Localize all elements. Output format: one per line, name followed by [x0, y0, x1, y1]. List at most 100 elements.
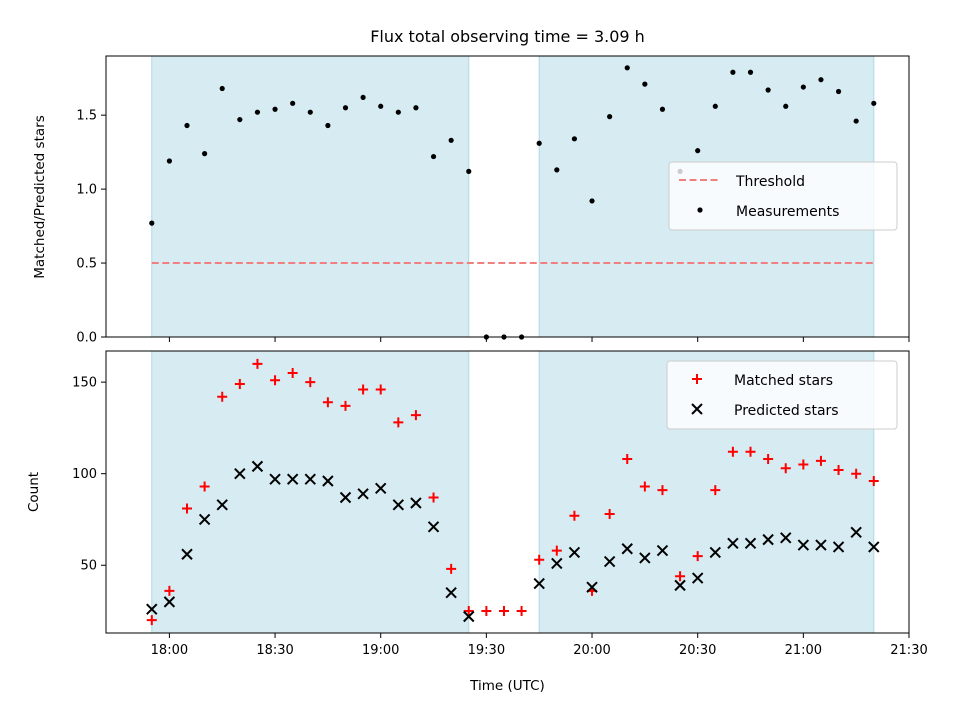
predicted-stars-point — [762, 533, 774, 546]
measurement-point — [871, 100, 877, 106]
x-axis-label: Time (UTC) — [469, 678, 545, 694]
measurement-point — [254, 109, 261, 115]
matched-stars-point — [270, 375, 281, 386]
measurement-point — [430, 153, 437, 160]
measurement-point — [642, 81, 648, 87]
matched-stars-point — [534, 554, 545, 565]
measurement-point — [184, 122, 190, 129]
x-tick-label: 18:00 — [151, 643, 188, 658]
matched-stars-point — [516, 606, 527, 617]
matched-stars-point — [199, 481, 210, 492]
matched-stars-point — [393, 417, 404, 428]
axes-frame — [105, 350, 910, 634]
legend-box — [668, 161, 898, 231]
measurement-point — [571, 136, 578, 142]
matched-stars-point — [551, 545, 562, 556]
matched-stars-point — [622, 454, 633, 465]
measurement-point — [730, 69, 736, 75]
x-tick-label: 18:30 — [256, 643, 293, 658]
matched-stars-point — [851, 468, 862, 479]
bottom-y-axis-label: Count — [26, 472, 42, 512]
x-tick-label: 19:30 — [468, 643, 505, 658]
x-tick-label: 21:30 — [890, 643, 927, 658]
matched-stars-point — [798, 459, 809, 470]
predicted-stars-point — [181, 548, 193, 560]
y-tick-label: 0.5 — [76, 257, 97, 272]
matched-stars-point — [868, 476, 879, 487]
matched-stars-point — [692, 551, 703, 562]
predicted-stars-point — [744, 537, 757, 549]
predicted-stars-point — [410, 497, 422, 509]
observing-interval — [151, 350, 470, 634]
y-tick-label: 0.0 — [76, 331, 97, 346]
matched-stars-point — [481, 606, 492, 617]
matched-stars-point — [569, 510, 580, 521]
matched-stars-point — [164, 585, 175, 596]
predicted-stars-point — [797, 539, 810, 551]
matched-stars-point — [498, 606, 509, 617]
measurement-point — [783, 103, 789, 109]
measurement-point — [589, 198, 595, 204]
matched-stars-point — [780, 463, 791, 474]
predicted-stars-point — [445, 587, 457, 599]
measurement-point — [360, 94, 366, 101]
matched-stars-point — [710, 485, 721, 496]
measurement-point — [325, 122, 331, 129]
predicted-stars-point — [727, 537, 739, 549]
predicted-stars-point — [339, 491, 352, 504]
y-tick-label: 150 — [72, 376, 97, 391]
measurement-point — [818, 77, 824, 83]
matched-stars-point — [815, 455, 826, 466]
matched-stars-point — [375, 384, 386, 395]
predicted-stars-point — [392, 499, 405, 511]
legend-label: Measurements — [736, 204, 839, 220]
predicted-stars-point — [427, 521, 440, 533]
predicted-stars-point — [850, 526, 862, 538]
legend-box — [666, 360, 898, 430]
predicted-stars-point — [709, 546, 722, 559]
predicted-stars-point — [868, 541, 880, 553]
predicted-stars-point — [375, 482, 387, 495]
x-tick-label: 20:00 — [573, 643, 610, 658]
measurement-point — [747, 69, 754, 75]
measurement-point — [272, 106, 278, 112]
predicted-stars-point — [832, 541, 845, 553]
matched-stars-point — [146, 615, 157, 626]
x-tick-label: 19:00 — [362, 643, 399, 658]
matched-stars-point — [305, 377, 316, 388]
matched-stars-point — [727, 446, 738, 457]
predicted-stars-point — [163, 596, 176, 608]
legend-predicted-swatch — [691, 403, 703, 415]
predicted-stars-point — [533, 577, 545, 590]
measurement-point — [202, 151, 208, 157]
matched-stars-point — [410, 410, 421, 421]
matched-stars-point — [675, 571, 686, 582]
predicted-stars-point — [656, 544, 669, 557]
predicted-stars-point — [251, 460, 264, 473]
matched-stars-point — [639, 481, 650, 492]
predicted-stars-point — [780, 532, 792, 544]
measurement-point — [395, 109, 401, 115]
predicted-stars-point — [286, 473, 299, 485]
matched-stars-point — [252, 358, 263, 369]
measurement-point — [466, 168, 472, 174]
measurement-point — [712, 103, 718, 109]
measurement-point — [342, 105, 349, 111]
predicted-stars-point — [357, 488, 369, 500]
observing-interval — [151, 55, 470, 338]
y-tick-label: 1.5 — [76, 109, 97, 124]
measurement-point — [448, 137, 454, 143]
legend-label: Threshold — [735, 174, 805, 190]
matched-stars-point — [446, 563, 457, 574]
predicted-stars-point — [603, 555, 616, 568]
matched-stars-point — [763, 454, 774, 465]
predicted-stars-point — [269, 473, 281, 485]
matched-stars-point — [833, 465, 844, 476]
measurement-point — [765, 87, 771, 93]
predicted-stars-point — [674, 579, 686, 592]
matched-stars-point — [463, 606, 474, 617]
measurement-point — [659, 106, 666, 112]
measurement-point — [149, 220, 155, 226]
matched-stars-point — [428, 492, 439, 503]
